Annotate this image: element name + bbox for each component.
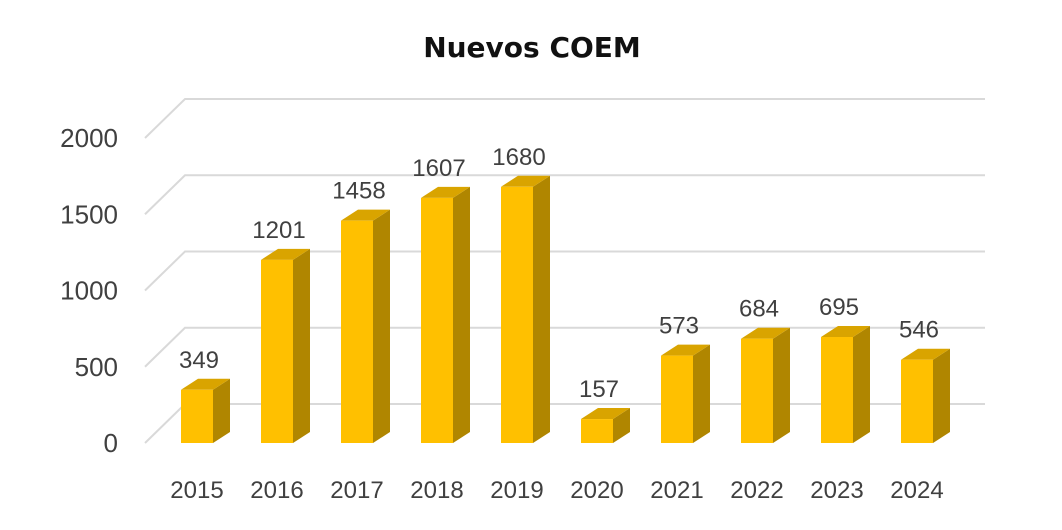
bar-front: [821, 337, 853, 443]
bar: [901, 348, 950, 443]
x-tick-label: 2024: [890, 477, 943, 504]
bar-front: [581, 419, 613, 443]
bar-top: [341, 209, 390, 221]
chart-title: Nuevos COEM: [423, 31, 641, 64]
bar-side: [773, 327, 790, 443]
bar: [421, 186, 470, 443]
x-tick-label: 2018: [410, 477, 463, 504]
bar-side: [213, 378, 230, 443]
gridlines: [144, 98, 985, 444]
data-label: 349: [179, 347, 219, 374]
bar-side: [613, 408, 630, 443]
x-tick-label: 2019: [490, 477, 543, 504]
bar-top: [901, 348, 950, 360]
bar: [341, 209, 390, 443]
x-tick-label: 2017: [330, 477, 383, 504]
data-label: 1458: [332, 178, 385, 205]
data-label: 1201: [252, 217, 305, 244]
bar-top: [581, 408, 630, 420]
bar-top: [261, 248, 310, 260]
data-label: 695: [819, 294, 859, 321]
x-axis-ticks: 2015 2016 2017 2018 2019 2020 2021 2022 2023 2024: [170, 477, 943, 504]
bar: [821, 326, 870, 443]
x-tick-label: 2023: [810, 477, 863, 504]
data-label: 573: [659, 313, 699, 340]
bar-front: [901, 359, 933, 443]
bar-side: [453, 186, 470, 443]
bar-front: [261, 259, 293, 443]
data-labels: 349 1201 1458 1607 1680 157 573 684 695 546: [179, 144, 939, 403]
bar: [581, 408, 630, 443]
bar-side: [373, 209, 390, 443]
data-label: 684: [739, 296, 779, 323]
bar: [501, 175, 550, 444]
data-label: 1680: [492, 144, 545, 171]
y-tick-label: 0: [104, 428, 118, 458]
bar-front: [661, 355, 693, 443]
bar-side: [933, 348, 950, 443]
bar-side: [533, 175, 550, 444]
bar-top: [661, 344, 710, 356]
gridline: [144, 250, 985, 292]
y-tick-label: 500: [75, 352, 118, 382]
bar: [181, 378, 230, 443]
bar-front: [421, 197, 453, 443]
bar: [741, 327, 790, 443]
bar-side: [693, 344, 710, 443]
gridline: [144, 326, 985, 368]
bar-top: [421, 186, 470, 198]
y-tick-label: 2000: [60, 123, 118, 153]
gridline: [144, 174, 985, 215]
data-label: 157: [579, 376, 619, 403]
bar-front: [741, 338, 773, 443]
x-tick-label: 2016: [250, 477, 303, 504]
x-tick-label: 2021: [650, 477, 703, 504]
bar-front: [501, 186, 533, 444]
y-tick-label: 1500: [60, 199, 118, 229]
bar-front: [341, 220, 373, 443]
bar-top: [181, 378, 230, 390]
data-label: 546: [899, 317, 939, 344]
gridline: [144, 98, 985, 139]
bar-front: [181, 389, 213, 443]
bar-side: [293, 248, 310, 443]
bar: [661, 344, 710, 443]
x-tick-label: 2015: [170, 477, 223, 504]
bar-side: [853, 326, 870, 443]
data-label: 1607: [412, 155, 465, 182]
bars: [181, 175, 950, 444]
x-tick-label: 2022: [730, 477, 783, 504]
y-tick-label: 1000: [60, 276, 118, 306]
bar: [261, 248, 310, 443]
y-axis-ticks: 0 500 1000 1500 2000: [60, 123, 118, 458]
x-tick-label: 2020: [570, 477, 623, 504]
bar-top: [821, 326, 870, 338]
bar-top: [501, 175, 550, 187]
bar-top: [741, 327, 790, 339]
